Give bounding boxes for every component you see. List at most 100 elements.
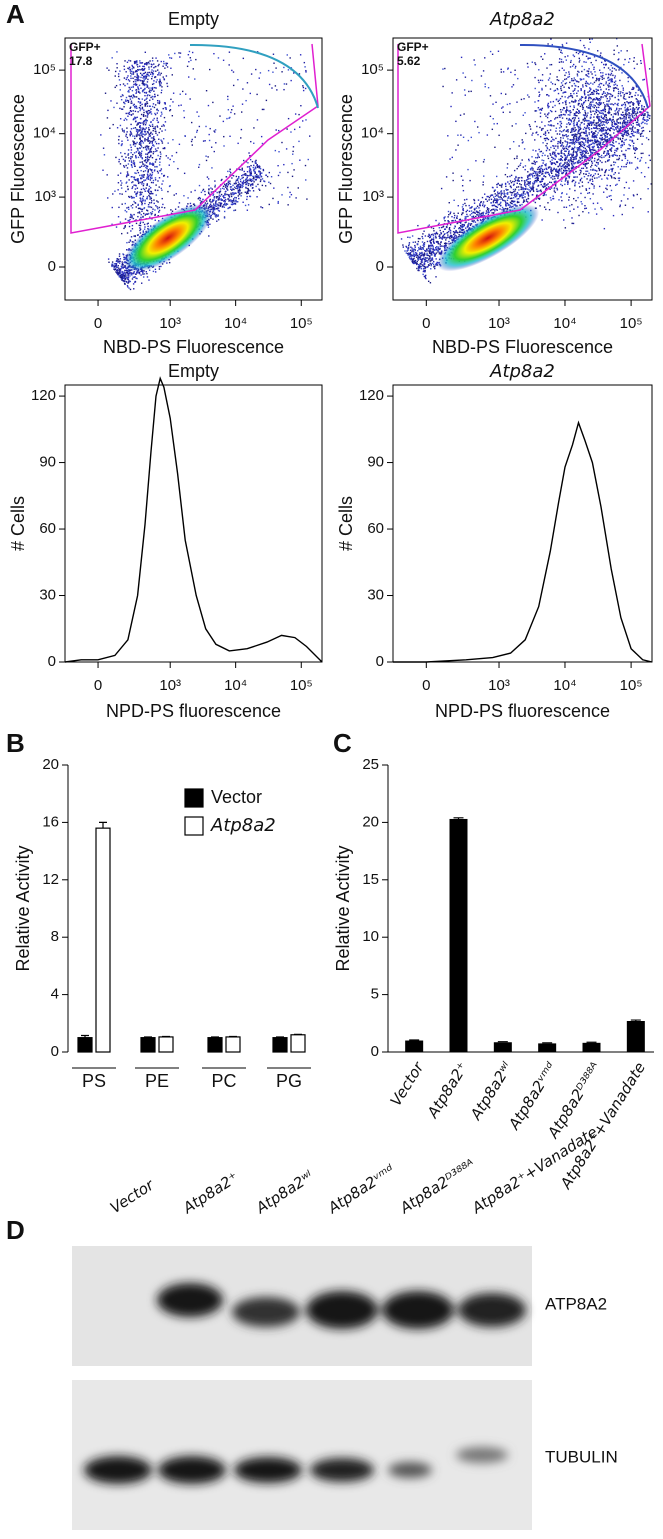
event xyxy=(129,72,132,74)
event xyxy=(152,208,154,210)
event xyxy=(146,159,149,161)
event xyxy=(426,259,428,262)
event xyxy=(258,170,260,173)
event xyxy=(543,168,546,171)
event xyxy=(294,113,297,115)
event xyxy=(590,131,593,134)
event xyxy=(161,125,163,127)
event xyxy=(446,226,448,228)
event xyxy=(514,178,516,180)
event xyxy=(128,157,130,159)
event xyxy=(220,193,223,196)
event xyxy=(117,139,120,141)
event xyxy=(551,162,554,164)
event xyxy=(129,60,132,62)
event xyxy=(250,178,253,181)
event xyxy=(125,280,128,283)
event xyxy=(143,188,146,191)
event xyxy=(145,98,147,100)
event xyxy=(277,202,279,204)
event xyxy=(153,63,155,65)
event xyxy=(125,276,128,279)
event xyxy=(474,212,476,214)
event xyxy=(166,66,169,68)
event xyxy=(636,98,638,101)
event xyxy=(628,112,630,114)
event xyxy=(232,105,234,107)
event xyxy=(429,262,431,265)
event xyxy=(595,127,598,129)
event xyxy=(440,237,443,239)
event xyxy=(225,184,227,186)
event xyxy=(261,178,264,180)
event xyxy=(167,142,169,144)
event xyxy=(538,168,541,171)
event xyxy=(146,111,148,113)
event xyxy=(436,240,438,243)
event xyxy=(620,132,622,135)
event xyxy=(146,112,149,115)
event xyxy=(213,212,216,214)
event xyxy=(447,236,449,239)
event xyxy=(623,132,626,134)
event xyxy=(496,206,499,208)
event xyxy=(453,232,456,234)
event xyxy=(417,264,420,266)
event xyxy=(132,162,135,164)
event xyxy=(158,131,160,134)
event xyxy=(254,167,257,170)
event xyxy=(539,151,541,153)
event xyxy=(629,127,631,129)
event xyxy=(247,190,249,192)
event xyxy=(461,206,464,208)
event xyxy=(637,107,640,110)
event xyxy=(119,84,122,86)
event xyxy=(135,134,138,136)
event xyxy=(195,58,197,61)
event xyxy=(171,155,173,157)
event xyxy=(530,187,532,189)
event xyxy=(147,212,150,215)
event xyxy=(137,149,139,152)
event xyxy=(121,108,124,110)
event xyxy=(163,147,166,149)
event xyxy=(240,192,243,194)
event xyxy=(509,204,511,207)
event xyxy=(238,183,240,185)
event xyxy=(149,141,151,144)
event xyxy=(152,164,155,166)
event xyxy=(305,119,307,121)
event xyxy=(130,77,132,80)
event xyxy=(141,80,143,82)
event xyxy=(522,188,524,191)
event xyxy=(121,128,124,130)
event xyxy=(599,156,601,158)
event xyxy=(249,190,251,192)
event xyxy=(124,269,126,272)
event xyxy=(413,260,416,263)
event xyxy=(424,271,426,273)
event xyxy=(139,212,141,214)
event xyxy=(216,197,218,199)
event xyxy=(159,78,161,81)
event xyxy=(258,166,261,168)
event xyxy=(465,215,467,218)
event xyxy=(492,204,494,207)
event xyxy=(121,140,123,142)
event xyxy=(136,234,139,236)
event xyxy=(536,190,538,192)
event xyxy=(175,193,177,195)
event xyxy=(414,246,416,248)
event xyxy=(154,141,157,143)
event xyxy=(408,245,410,247)
event xyxy=(166,176,169,178)
event xyxy=(536,173,538,175)
event xyxy=(482,184,484,186)
event xyxy=(232,175,235,177)
event xyxy=(616,118,618,121)
event xyxy=(255,162,257,165)
event xyxy=(145,187,147,189)
event xyxy=(141,68,144,70)
event xyxy=(287,186,289,189)
event xyxy=(533,170,536,173)
